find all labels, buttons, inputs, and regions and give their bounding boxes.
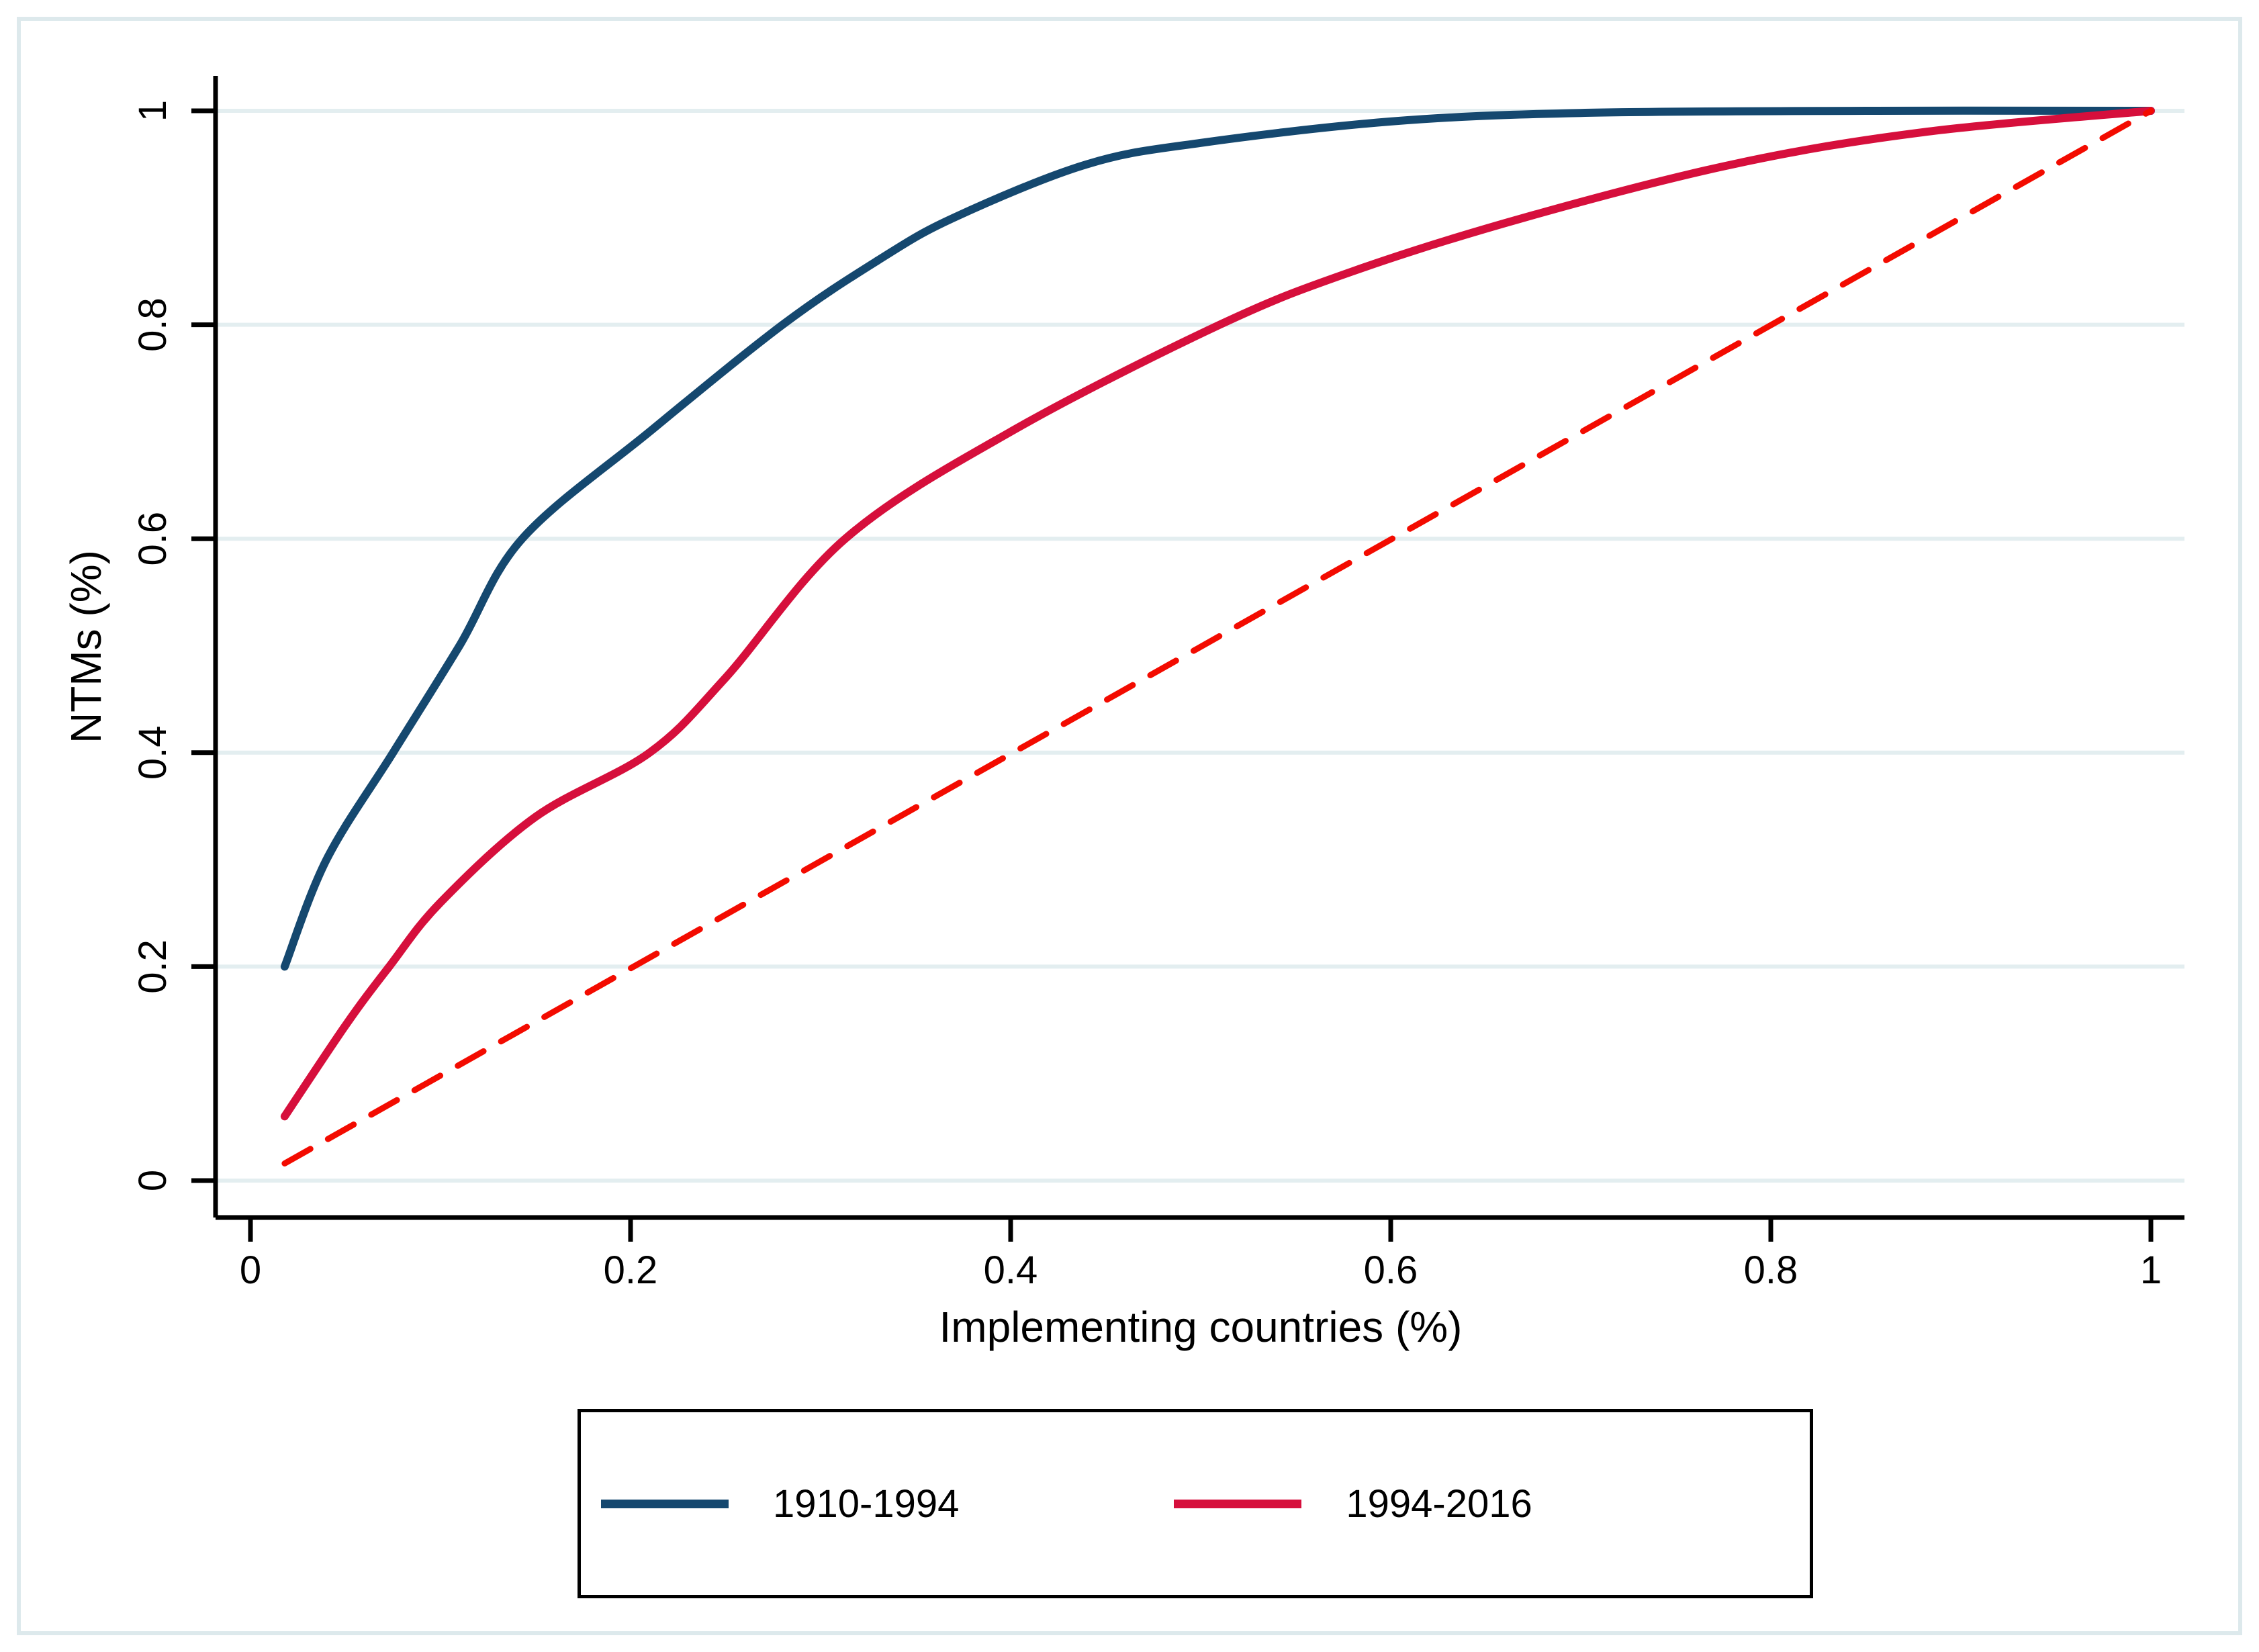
y-tick-label: 0.4 — [131, 725, 175, 780]
x-tick-label: 0.8 — [1744, 1248, 1798, 1292]
series-line-45-degree-line — [281, 107, 2154, 1166]
y-tick-label: 0.8 — [131, 297, 175, 352]
x-tick-label: 0 — [240, 1248, 261, 1292]
legend-swatch — [1174, 1499, 1302, 1508]
legend-item: 1994-2016 — [1174, 1481, 1532, 1526]
tick-labels: 0 0.2 0.4 0.6 0.8 1 0 0.2 0.4 0.6 0.8 1 — [131, 100, 2162, 1292]
x-axis-title: Implementing countries (%) — [939, 1303, 1463, 1351]
gridlines — [216, 109, 2184, 1183]
series-line-1994-2016 — [280, 107, 2155, 1121]
axes — [191, 76, 2184, 1242]
x-tick-label: 0.6 — [1364, 1248, 1418, 1292]
legend: 1910-1994 1994-2016 — [578, 1409, 1813, 1598]
x-tick-label: 1 — [2140, 1248, 2162, 1292]
y-tick-label: 0 — [131, 1170, 175, 1191]
series-line-1910-1994 — [280, 106, 2155, 971]
legend-label: 1994-2016 — [1346, 1481, 1532, 1526]
y-tick-label: 1 — [131, 100, 175, 122]
x-tick-label: 0.2 — [604, 1248, 658, 1292]
y-tick-label: 0.6 — [131, 512, 175, 566]
series-lines — [280, 106, 2155, 1166]
x-tick-label: 0.4 — [984, 1248, 1038, 1292]
legend-label: 1910-1994 — [773, 1481, 960, 1526]
legend-swatch — [601, 1499, 729, 1508]
y-axis-title: NTMs (%) — [62, 550, 110, 743]
legend-item: 1910-1994 — [601, 1481, 959, 1526]
y-tick-label: 0.2 — [131, 939, 175, 994]
